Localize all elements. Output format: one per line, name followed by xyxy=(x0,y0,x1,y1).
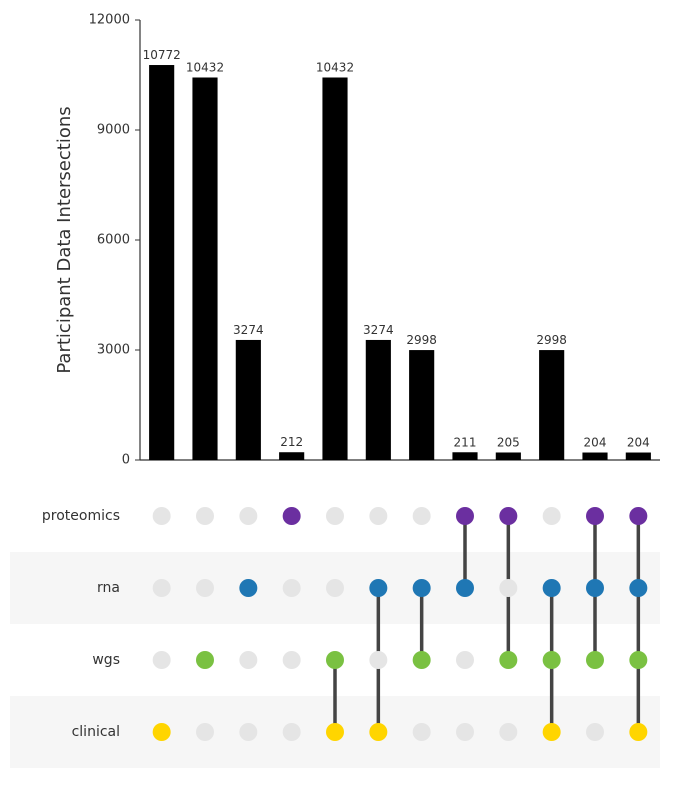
matrix-dot-inactive xyxy=(283,651,301,669)
bar xyxy=(496,452,521,460)
bar-value-label: 211 xyxy=(454,435,477,449)
bar-value-label: 204 xyxy=(627,436,650,450)
matrix-dot-active-clinical xyxy=(326,723,344,741)
matrix-dot-inactive xyxy=(153,651,171,669)
matrix-dot-active-rna xyxy=(629,579,647,597)
y-tick-label: 6000 xyxy=(97,233,130,248)
matrix-dot-active-wgs xyxy=(326,651,344,669)
bar xyxy=(539,350,564,460)
matrix-dot-active-clinical xyxy=(543,723,561,741)
bar-value-label: 10772 xyxy=(143,48,181,62)
bar-value-label: 3274 xyxy=(363,323,394,337)
y-tick-label: 3000 xyxy=(97,343,130,358)
matrix-dot-inactive xyxy=(543,507,561,525)
matrix-dot-active-wgs xyxy=(543,651,561,669)
matrix-dot-inactive xyxy=(239,651,257,669)
set-label-wgs: wgs xyxy=(92,652,120,668)
set-label-clinical: clinical xyxy=(72,724,120,740)
bar-value-label: 204 xyxy=(584,436,607,450)
matrix-dot-active-rna xyxy=(543,579,561,597)
matrix-dot-inactive xyxy=(326,507,344,525)
bar-value-label: 212 xyxy=(280,435,303,449)
bar xyxy=(452,452,477,460)
matrix-dot-inactive xyxy=(499,723,517,741)
matrix-dot-inactive xyxy=(196,579,214,597)
matrix-dot-active-wgs xyxy=(586,651,604,669)
matrix-dot-inactive xyxy=(326,579,344,597)
bar xyxy=(149,65,174,460)
bar xyxy=(582,453,607,460)
matrix-dot-active-wgs xyxy=(196,651,214,669)
matrix-dot-active-wgs xyxy=(629,651,647,669)
bar-value-label: 10432 xyxy=(186,60,224,74)
bar xyxy=(322,77,347,460)
bar-chart: 0 3000 6000 9000 12000 Participant Data Inter… xyxy=(54,13,660,468)
matrix-dot-active-proteomics xyxy=(456,507,474,525)
y-tick-label: 9000 xyxy=(97,123,130,138)
matrix-dot-active-proteomics xyxy=(283,507,301,525)
matrix-dot-inactive xyxy=(413,723,431,741)
bar-value-label: 10432 xyxy=(316,60,354,74)
bar-value-label: 3274 xyxy=(233,323,264,337)
matrix-dot-inactive xyxy=(153,507,171,525)
bar-value-label: 205 xyxy=(497,435,520,449)
bar-value-label: 2998 xyxy=(536,333,567,347)
matrix-dot-inactive xyxy=(369,651,387,669)
matrix-dot-active-clinical xyxy=(369,723,387,741)
matrix-dot-inactive xyxy=(196,507,214,525)
intersection-matrix: proteomics rna wgs clinical xyxy=(10,480,660,768)
bar xyxy=(279,452,304,460)
matrix-dot-active-proteomics xyxy=(499,507,517,525)
matrix-dot-active-wgs xyxy=(413,651,431,669)
matrix-dot-active-rna xyxy=(586,579,604,597)
bar xyxy=(366,340,391,460)
set-label-rna: rna xyxy=(97,580,120,596)
matrix-dot-inactive xyxy=(456,723,474,741)
upset-plot-root: 0 3000 6000 9000 12000 Participant Data Inter… xyxy=(0,0,677,786)
matrix-dot-inactive xyxy=(586,723,604,741)
matrix-dot-inactive xyxy=(196,723,214,741)
matrix-dot-active-clinical xyxy=(153,723,171,741)
matrix-dot-active-wgs xyxy=(499,651,517,669)
matrix-dot-inactive xyxy=(239,507,257,525)
bar xyxy=(236,340,261,460)
bar-value-label: 2998 xyxy=(406,333,437,347)
y-tick-label: 0 xyxy=(122,453,130,468)
matrix-dot-inactive xyxy=(369,507,387,525)
bar xyxy=(192,77,217,460)
matrix-dot-active-proteomics xyxy=(586,507,604,525)
matrix-dot-inactive xyxy=(283,579,301,597)
y-tick-label: 12000 xyxy=(89,13,130,28)
matrix-dot-inactive xyxy=(456,651,474,669)
matrix-dot-active-rna xyxy=(456,579,474,597)
matrix-dot-active-rna xyxy=(369,579,387,597)
matrix-dot-inactive xyxy=(499,579,517,597)
bar xyxy=(409,350,434,460)
matrix-dot-inactive xyxy=(283,723,301,741)
matrix-dot-active-rna xyxy=(413,579,431,597)
y-axis-title: Participant Data Intersections xyxy=(54,106,75,373)
matrix-dot-inactive xyxy=(413,507,431,525)
matrix-dot-active-rna xyxy=(239,579,257,597)
matrix-dot-inactive xyxy=(153,579,171,597)
matrix-dot-active-clinical xyxy=(629,723,647,741)
matrix-dot-active-proteomics xyxy=(629,507,647,525)
matrix-dot-inactive xyxy=(239,723,257,741)
bar xyxy=(626,453,651,460)
set-label-proteomics: proteomics xyxy=(42,508,120,524)
